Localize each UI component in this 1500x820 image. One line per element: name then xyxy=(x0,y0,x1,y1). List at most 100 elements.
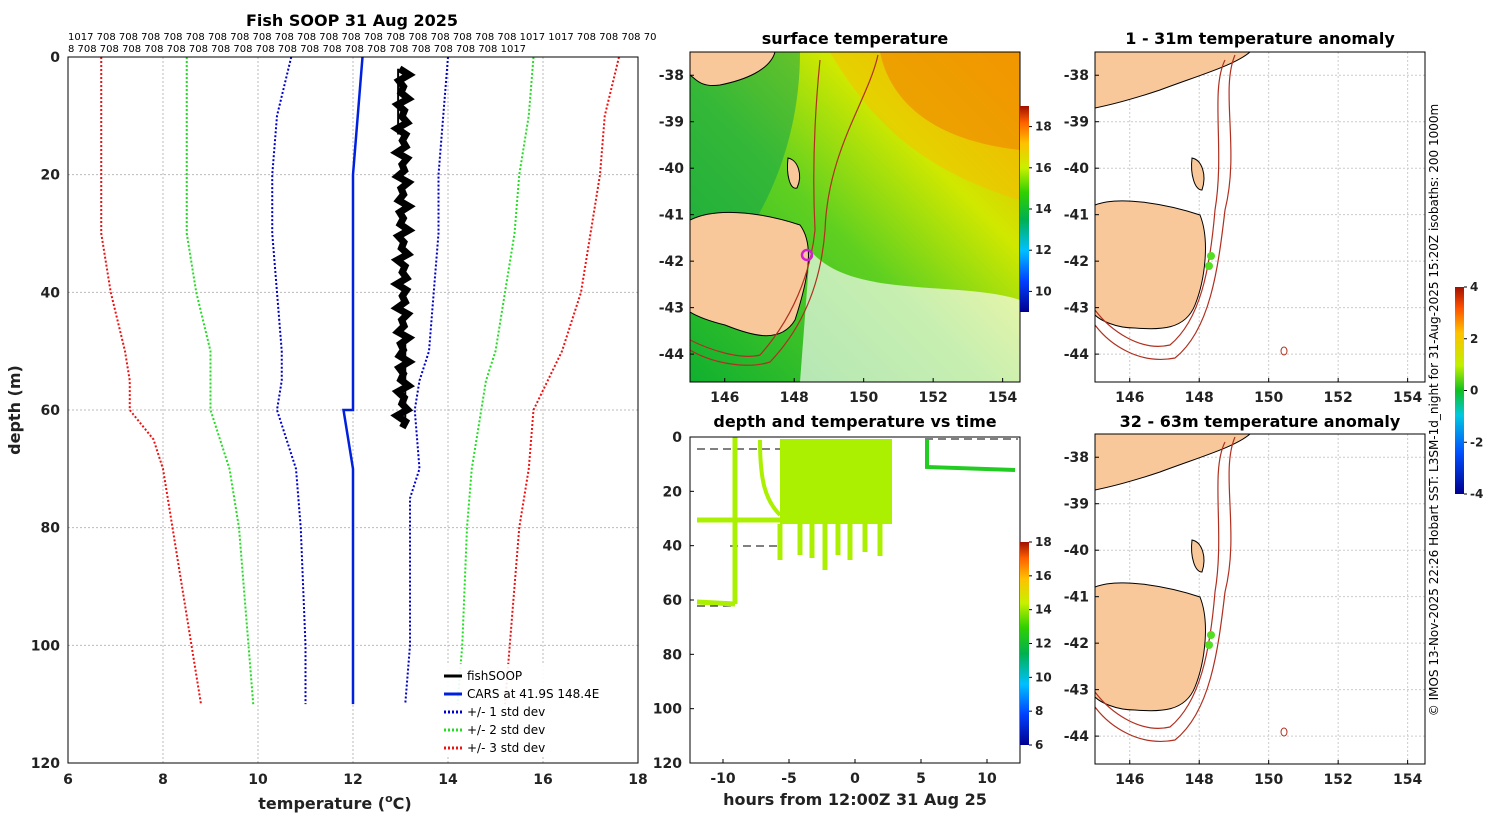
colorbar-tick-label: 0 xyxy=(1470,384,1478,398)
time-depth-x-label: hours from 12:00Z 31 Aug 25 xyxy=(723,790,987,809)
x-tick-label: 148 xyxy=(1185,772,1214,788)
sst-x-ticks: 146 148 150 152 154 xyxy=(710,378,1017,406)
sst-map-body xyxy=(690,52,1020,382)
profile-y-label: depth (m) xyxy=(5,365,24,455)
x-tick-label: 154 xyxy=(988,390,1017,406)
colorbar-tick-label: -4 xyxy=(1470,487,1483,501)
anomaly-shallow-y-ticks: -38 -39 -40 -41 -42 -43 -44 xyxy=(1064,68,1099,363)
y-tick-label: 100 xyxy=(653,702,682,718)
x-tick-label: -5 xyxy=(781,771,797,787)
anomaly-deep-title: 32 - 63m temperature anomaly xyxy=(1120,412,1401,431)
y-tick-label: 40 xyxy=(663,539,683,555)
x-tick-label: 6 xyxy=(63,772,73,788)
legend-entry: +/- 1 std dev xyxy=(467,705,545,719)
profile-chart: Fish SOOP 31 Aug 2025 1017 708 708 708 7… xyxy=(5,11,656,813)
profile-y-ticks: 0 20 40 60 80 100 120 xyxy=(31,50,60,772)
anomaly-deep-axes-box xyxy=(1094,433,1426,765)
y-tick-label: -39 xyxy=(659,115,684,131)
y-tick-label: 100 xyxy=(31,638,60,654)
legend-entry: CARS at 41.9S 148.4E xyxy=(467,687,599,701)
profile-axes-box xyxy=(67,56,639,764)
sst-title: surface temperature xyxy=(762,29,949,48)
sst-mainland xyxy=(690,52,776,87)
y-tick-label: -42 xyxy=(1064,254,1089,270)
sst-flinders-island xyxy=(787,157,801,189)
profile-legend: fishSOOP CARS at 41.9S 148.4E +/- 1 std de… xyxy=(440,664,620,756)
anomaly-map-deep: 32 - 63m temperature anomaly 146 148 150 15… xyxy=(1064,412,1426,788)
x-tick-label: 154 xyxy=(1393,390,1422,406)
series-line-3 xyxy=(185,57,255,705)
series-line-4 xyxy=(456,56,535,705)
trace-descent xyxy=(758,439,782,517)
colorbar-tick-label: 4 xyxy=(1470,280,1478,294)
anomaly-deep-isobath-200 xyxy=(1095,441,1226,729)
legend-entry: +/- 3 std dev xyxy=(467,741,545,755)
sst-tasmania xyxy=(690,211,809,337)
x-tick-label: 8 xyxy=(158,772,168,788)
trace-late-profile xyxy=(925,440,1016,472)
x-tick-label: 152 xyxy=(919,390,948,406)
series-line-1 xyxy=(271,56,307,705)
y-tick-label: 80 xyxy=(41,521,61,537)
colorbar-tick-label: 16 xyxy=(1035,161,1052,175)
colorbar-tick-label: 10 xyxy=(1035,670,1052,684)
series-line-0 xyxy=(342,56,364,705)
profile-x-ticks: 6 8 10 12 14 16 18 xyxy=(63,772,648,788)
y-tick-label: -44 xyxy=(659,347,685,363)
profile-lines xyxy=(100,56,620,705)
sst-isobath-1000 xyxy=(690,54,879,366)
y-tick-label: 0 xyxy=(672,430,682,446)
y-tick-label: -42 xyxy=(659,254,684,270)
y-tick-label: 60 xyxy=(663,593,683,609)
anomaly-shallow-isobath-1000 xyxy=(1095,54,1236,360)
x-tick-label: 146 xyxy=(1115,390,1144,406)
y-tick-label: -44 xyxy=(1064,347,1090,363)
colorbar-tick-label: 18 xyxy=(1035,120,1052,134)
time-depth-colorbar xyxy=(1020,542,1029,745)
profile-x-label: temperature (oC) xyxy=(258,792,411,813)
x-tick-label: 18 xyxy=(628,772,647,788)
y-tick-label: 0 xyxy=(50,50,60,66)
colorbar-tick-label: 14 xyxy=(1035,202,1052,216)
x-tick-label: 10 xyxy=(977,771,997,787)
legend-box xyxy=(440,664,620,756)
x-tick-label: 146 xyxy=(1115,772,1144,788)
series-line-fishsoop-start xyxy=(397,68,403,135)
x-tick-label: 150 xyxy=(849,390,878,406)
x-tick-label: 152 xyxy=(1324,390,1353,406)
anomaly-shallow-title: 1 - 31m temperature anomaly xyxy=(1125,29,1395,48)
anomaly-deep-isobath-1000 xyxy=(1095,436,1236,742)
y-tick-label: 40 xyxy=(41,285,61,301)
colorbar-tick-label: 18 xyxy=(1035,535,1052,549)
colorbar-tick-label: -2 xyxy=(1470,435,1483,449)
series-line-5 xyxy=(100,57,202,705)
anomaly-shallow-axes-box xyxy=(1094,51,1426,383)
time-depth-y-ticks: 0 20 40 60 80 100 120 xyxy=(653,430,694,772)
x-tick-label: 10 xyxy=(248,772,268,788)
x-tick-label: 152 xyxy=(1324,772,1353,788)
series-line-6 xyxy=(504,56,620,705)
y-tick-label: -43 xyxy=(659,301,684,317)
y-tick-label: 20 xyxy=(41,168,61,184)
colorbar-tick-label: 8 xyxy=(1035,704,1043,718)
trace-dive-spikes xyxy=(777,524,883,570)
anomaly-colorbar xyxy=(1455,287,1464,494)
y-tick-label: -44 xyxy=(1064,729,1090,745)
anomaly-map-shallow: 1 - 31m temperature anomaly 146 148 150 152… xyxy=(1064,29,1484,501)
anomaly-deep-x-ticks: 146 148 150 152 154 xyxy=(1115,760,1422,788)
y-tick-label: 20 xyxy=(663,484,683,500)
x-tick-label: 12 xyxy=(343,772,362,788)
anomaly-shallow-point xyxy=(1207,252,1215,260)
x-tick-label: 5 xyxy=(916,771,926,787)
colorbar-tick-label: 12 xyxy=(1035,637,1052,651)
y-tick-label: -38 xyxy=(659,68,684,84)
sst-cloud-mask xyxy=(800,250,1020,382)
anomaly-shallow-body xyxy=(1095,52,1288,360)
y-tick-label: -41 xyxy=(1064,590,1089,606)
y-tick-label: -42 xyxy=(1064,636,1089,652)
y-tick-label: -41 xyxy=(1064,208,1089,224)
anomaly-deep-island xyxy=(1191,539,1205,573)
series-line-fishsoop xyxy=(389,65,416,430)
anomaly-shallow-point xyxy=(1205,262,1213,270)
